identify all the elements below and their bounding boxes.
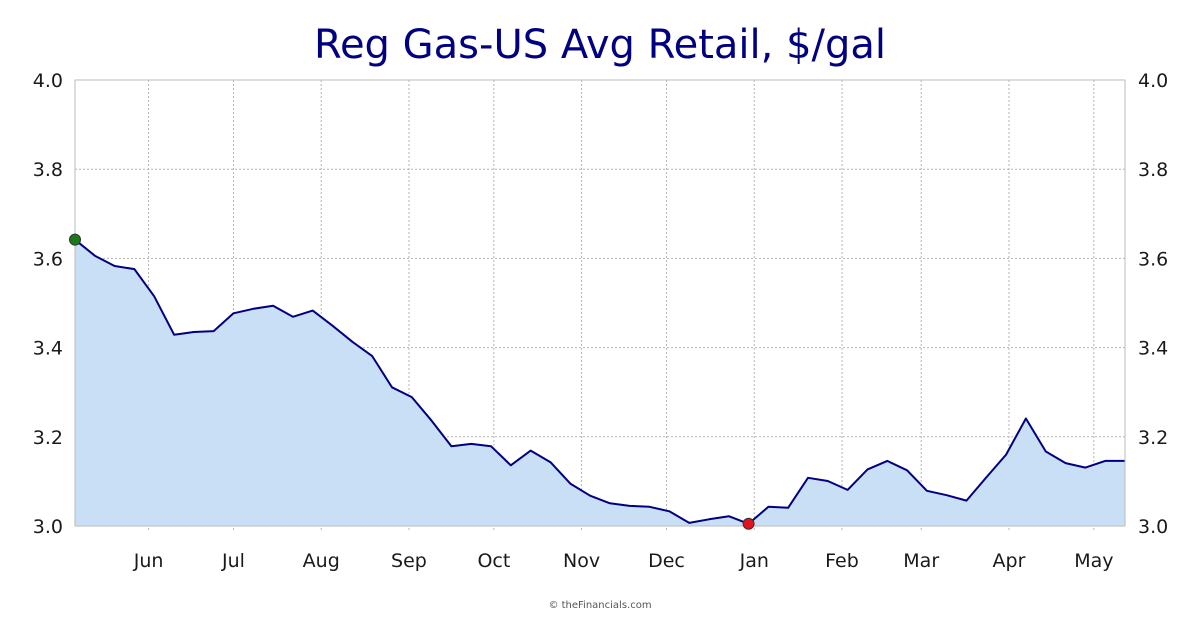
x-tick-label: Jun — [133, 550, 164, 572]
y-tick-label-left: 3.4 — [33, 338, 63, 360]
y-axis-left: 3.0 3.2 3.4 3.6 3.8 4.0 — [33, 70, 63, 538]
x-axis: Jun Jul Aug Sep Oct Nov Dec Jan Feb Mar Apr May — [133, 550, 1114, 572]
y-tick-label-right: 4.0 — [1138, 70, 1168, 92]
x-tick-label: Sep — [391, 550, 427, 572]
x-tick-label: Dec — [648, 550, 685, 572]
plot-frame — [74, 79, 1126, 527]
credit-text: © theFinancials.com — [548, 600, 651, 611]
y-tick-label-right: 3.8 — [1138, 159, 1168, 181]
high-marker — [69, 233, 81, 246]
x-tick-label: Aug — [303, 550, 340, 572]
x-tick-label: Nov — [563, 550, 600, 572]
x-tick-label: Jul — [221, 550, 245, 572]
y-tick-label-right: 3.0 — [1138, 516, 1168, 538]
y-tick-label-right: 3.4 — [1138, 338, 1168, 360]
y-tick-label-left: 4.0 — [33, 70, 63, 92]
y-tick-label-left: 3.2 — [33, 427, 63, 449]
x-tick-label: Apr — [993, 550, 1026, 572]
low-marker — [742, 517, 755, 530]
y-tick-label-right: 3.6 — [1138, 248, 1168, 270]
area-fill — [75, 239, 1125, 526]
x-tick-label: Feb — [825, 550, 859, 572]
y-tick-label-left: 3.0 — [33, 516, 63, 538]
chart-title: Reg Gas-US Avg Retail, $/gal — [314, 22, 886, 68]
x-tick-label: Oct — [477, 550, 510, 572]
x-tick-label: Mar — [903, 550, 939, 572]
y-tick-label-left: 3.6 — [33, 248, 63, 270]
y-tick-label-left: 3.8 — [33, 159, 63, 181]
x-tick-label: May — [1074, 550, 1113, 572]
series-line — [74, 238, 1125, 525]
y-tick-label-right: 3.2 — [1138, 427, 1168, 449]
x-tick-label: Jan — [739, 550, 769, 572]
y-axis-right: 3.0 3.2 3.4 3.6 3.8 4.0 — [1138, 70, 1168, 538]
